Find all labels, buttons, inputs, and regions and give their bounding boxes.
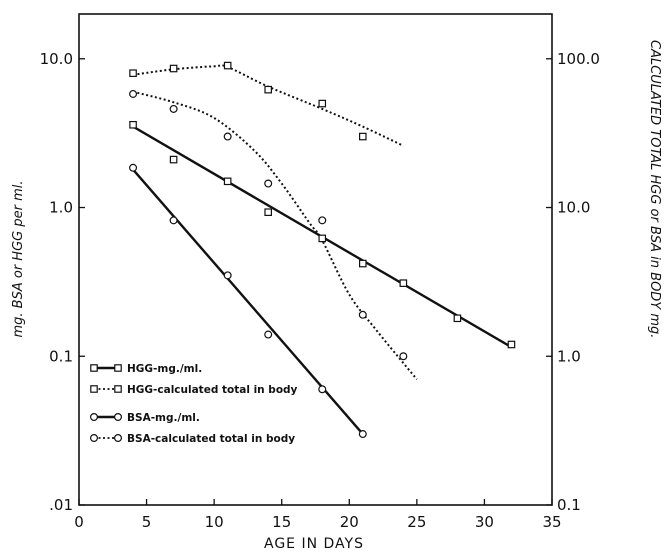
x-axis-title: AGE IN DAYS (264, 536, 364, 552)
x-tick-label: 0 (74, 513, 84, 531)
series-point-0 (169, 155, 178, 164)
x-tick-label: 30 (475, 513, 494, 531)
series-point-1 (264, 85, 273, 94)
legend-label-3: BSA-calculated total in body (127, 433, 295, 445)
legend-marker-0 (90, 364, 98, 372)
y2-axis-title: CALCULATED TOTAL HGG or BSA in BODY mg. (647, 40, 662, 338)
series-point-2 (358, 430, 367, 439)
x-tick-label: 10 (205, 513, 224, 531)
y-axis-title: mg. BSA or HGG per ml. (11, 181, 26, 338)
legend-marker-1 (90, 385, 98, 393)
series-point-1 (223, 61, 232, 70)
legend-marker-3 (89, 434, 98, 443)
x-tick-label: 20 (340, 513, 359, 531)
series-point-3 (318, 216, 327, 225)
series-markers (129, 61, 516, 439)
y-axis-right: 0.1 1.0 10.0 100.0 (546, 50, 600, 514)
legend-label-2: BSA-mg./ml. (127, 412, 200, 424)
series-point-0 (507, 340, 516, 349)
y-tick-label: .01 (49, 496, 73, 514)
series-point-3 (169, 104, 178, 113)
series-point-3 (399, 352, 408, 361)
y2-tick-label: 0.1 (557, 496, 581, 514)
legend: HGG-mg./ml. HGG-calculated total in body B… (89, 363, 298, 445)
x-tick-label: 15 (272, 513, 291, 531)
series-point-1 (318, 99, 327, 108)
series-point-0 (453, 314, 462, 323)
series-lines (132, 64, 513, 435)
series-point-3 (223, 132, 232, 141)
series-point-0 (359, 259, 367, 268)
series-point-3 (264, 179, 273, 188)
series-point-3 (129, 89, 138, 98)
series-point-0 (129, 120, 137, 129)
series-point-3 (358, 310, 367, 319)
x-tick-label: 5 (142, 513, 152, 531)
legend-marker-1 (114, 385, 122, 393)
series-point-1 (129, 69, 137, 77)
y-tick-label: 0.1 (49, 347, 73, 365)
legend-label-1: HGG-calculated total in body (127, 384, 298, 396)
y-axis-left: .01 0.1 1.0 10.0 (40, 50, 85, 514)
y-tick-label: 1.0 (49, 199, 73, 217)
legend-marker-2 (89, 413, 98, 422)
series-point-0 (318, 234, 327, 243)
series-point-2 (264, 330, 273, 339)
y2-tick-label: 10.0 (557, 199, 590, 217)
series-point-2 (223, 271, 232, 280)
y2-tick-label: 100.0 (557, 50, 600, 68)
series-line-1 (132, 64, 404, 147)
legend-marker-2 (113, 413, 122, 422)
series-point-0 (264, 208, 273, 217)
x-tick-label: 25 (407, 513, 426, 531)
series-point-0 (223, 177, 232, 186)
series-point-1 (359, 132, 367, 141)
legend-marker-0 (114, 364, 122, 372)
series-point-2 (169, 216, 178, 225)
legend-label-0: HGG-mg./ml. (127, 363, 202, 375)
y-tick-label: 10.0 (40, 50, 73, 68)
series-line-3 (132, 90, 418, 380)
series-point-2 (318, 385, 327, 394)
y2-tick-label: 1.0 (557, 347, 581, 365)
x-axis: 0 5 10 15 20 25 30 35 (74, 499, 562, 531)
legend-marker-3 (113, 434, 122, 443)
series-point-2 (129, 163, 138, 172)
x-tick-label: 35 (542, 513, 561, 531)
plot-frame (78, 13, 553, 506)
series-point-0 (399, 279, 408, 287)
series-point-1 (169, 64, 178, 73)
